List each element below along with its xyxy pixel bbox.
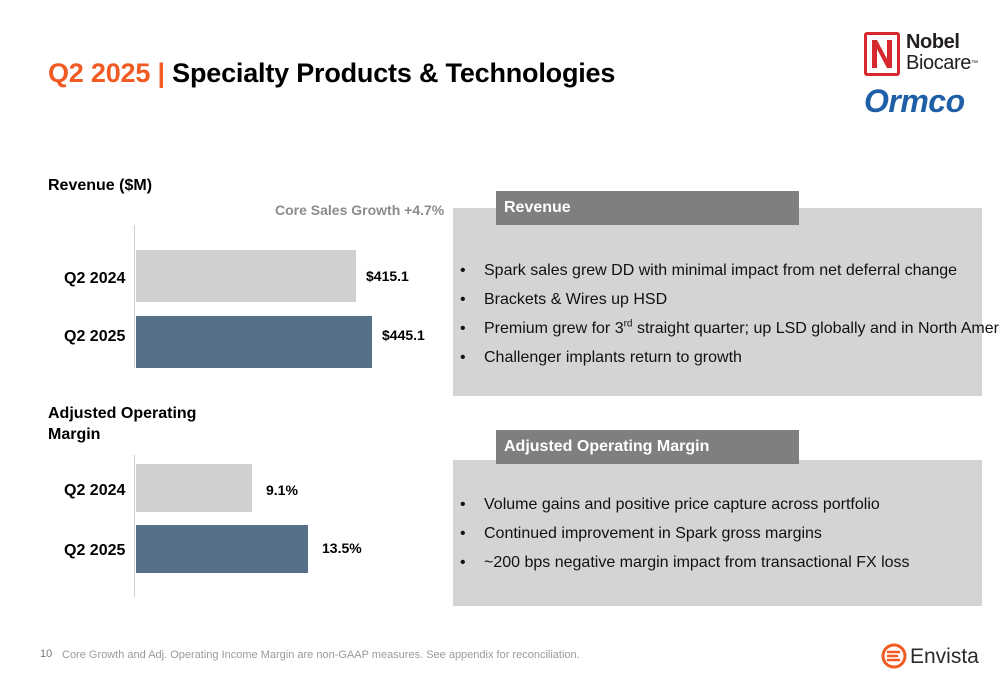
envista-wordmark: Envista [910,645,979,668]
list-item: • Premium grew for 3rd straight quarter; … [460,314,1000,343]
title-segment: Specialty Products & Technologies [172,58,616,88]
envista-logo: Envista [880,642,980,672]
margin-chart-axis [134,455,135,597]
bullet-icon: • [460,291,466,308]
list-item: • Volume gains and positive price capture… [460,490,910,519]
margin-value-label: 13.5% [322,540,362,556]
revenue-value-label: $415.1 [366,268,409,284]
margin-bar-q2-2024 [136,464,252,512]
bullet-icon: • [460,525,466,542]
page-number: 10 [40,648,53,660]
revenue-chart-label: Revenue ($M) [48,177,153,194]
nobel-biocare-logo: Nobel Biocare™ [864,30,978,78]
revenue-category-label: Q2 2024 [64,270,126,287]
list-item: • ~200 bps negative margin impact from tr… [460,548,910,577]
nobel-logo-line2: Biocare [906,52,972,74]
margin-bullet-list: • Volume gains and positive price capture… [460,490,910,577]
margin-category-label: Q2 2025 [64,542,126,559]
margin-chart-label-line1: Adjusted Operating [48,405,197,422]
revenue-bar-q2-2025 [136,316,372,368]
nobel-logo-line1: Nobel [906,31,960,53]
revenue-chart-axis [134,225,135,368]
margin-panel-header: Adjusted Operating Margin [496,430,799,464]
margin-chart-label: Adjusted Operating Margin [48,403,196,445]
nobel-logo-trademark: ™ [971,60,978,67]
bullet-icon: • [460,496,466,513]
revenue-panel-header: Revenue [496,191,799,225]
margin-value-label: 9.1% [266,482,298,498]
list-item: • Brackets & Wires up HSD [460,285,1000,314]
bullet-icon: • [460,320,466,337]
list-item: • Continued improvement in Spark gross ma… [460,519,910,548]
margin-category-label: Q2 2024 [64,482,126,499]
margin-commentary-panel [453,460,982,606]
nobel-n-glyph-icon [872,40,892,68]
core-sales-growth-note: Core Sales Growth +4.7% [275,202,445,218]
bullet-icon: • [460,554,466,571]
envista-mark-icon [881,643,907,669]
ormco-logo: Ormco [864,83,965,119]
title-quarter: Q2 2025 [48,58,151,88]
list-item: • Spark sales grew DD with minimal impact… [460,256,1000,285]
revenue-value-label: $445.1 [382,327,425,343]
page-title: Q2 2025 | Specialty Products & Technolog… [48,58,615,89]
list-item: • Challenger implants return to growth [460,343,1000,372]
margin-bar-q2-2025 [136,525,308,573]
bullet-icon: • [460,262,466,279]
revenue-category-label: Q2 2025 [64,328,126,345]
revenue-bullet-list: • Spark sales grew DD with minimal impact… [460,256,1000,372]
nobel-biocare-mark-icon [864,32,900,76]
title-separator: | [157,58,166,88]
revenue-commentary-panel [453,208,982,396]
revenue-bar-q2-2024 [136,250,356,302]
footnote: Core Growth and Adj. Operating Income Ma… [62,649,580,661]
margin-chart-label-line2: Margin [48,426,101,443]
bullet-icon: • [460,349,466,366]
